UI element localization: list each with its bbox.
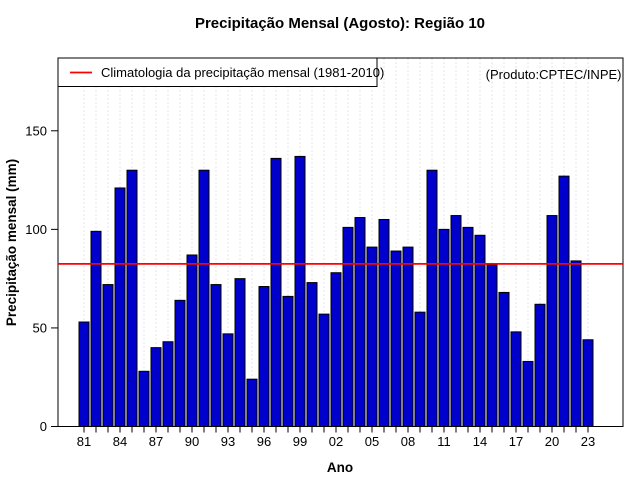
x-tick-label-2011: 11 — [437, 434, 451, 449]
bar-2010 — [426, 169, 438, 428]
bar-2019 — [534, 303, 546, 427]
bar-1998 — [282, 295, 294, 427]
x-tick-label-2020: 20 — [545, 434, 559, 449]
x-tick-label-2014: 14 — [473, 434, 487, 449]
y-tick-label-150: 150 — [25, 123, 47, 138]
bar-1996 — [258, 286, 270, 428]
x-tick-label-2017: 17 — [509, 434, 523, 449]
x-axis: 81 84 87 90 93 96 99 02 05 08 11 14 17 20 23 — [77, 426, 595, 449]
y-axis-title: Precipitação mensal (mm) — [4, 159, 19, 326]
y-tick-label-100: 100 — [25, 222, 47, 237]
x-tick-label-1990: 90 — [185, 434, 199, 449]
bar-1993 — [222, 333, 234, 428]
bar-1982 — [90, 230, 102, 427]
bar-2015 — [486, 264, 498, 428]
x-tick-label-1984: 84 — [113, 434, 127, 449]
bar-2002 — [330, 272, 342, 427]
bar-2000 — [306, 282, 318, 427]
x-tick-label-2023: 23 — [581, 434, 595, 449]
bar-1994 — [234, 278, 246, 427]
bar-1988 — [162, 341, 174, 427]
bar-2004 — [354, 217, 366, 427]
bar-1999 — [294, 155, 306, 427]
bar-1990 — [186, 254, 198, 427]
bar-1981 — [78, 321, 90, 428]
bar-1987 — [150, 347, 162, 428]
bar-2021 — [558, 175, 570, 427]
bar-2016 — [498, 291, 510, 427]
bar-2020 — [546, 215, 558, 427]
y-tick-label-0: 0 — [40, 419, 47, 434]
bar-2003 — [342, 226, 354, 427]
bar-2017 — [510, 331, 522, 427]
x-tick-label-2002: 02 — [329, 434, 343, 449]
bar-1983 — [102, 284, 114, 427]
legend: Climatologia da precipitação mensal (198… — [57, 57, 384, 87]
x-tick-label-1987: 87 — [149, 434, 163, 449]
bar-1985 — [126, 169, 138, 428]
x-tick-label-1996: 96 — [257, 434, 271, 449]
x-tick-label-1993: 93 — [221, 434, 235, 449]
bar-1997 — [270, 157, 282, 428]
legend-label: Climatologia da precipitação mensal (198… — [101, 65, 384, 80]
x-tick-label-1999: 99 — [293, 434, 307, 449]
x-tick-label-2008: 08 — [401, 434, 415, 449]
bar-2011 — [438, 228, 450, 427]
bar-2006 — [378, 219, 390, 427]
bar-2012 — [450, 215, 462, 427]
x-tick-label-1981: 81 — [77, 434, 91, 449]
bar-1989 — [174, 299, 186, 428]
x-tick-label-2005: 05 — [365, 434, 379, 449]
bar-2023 — [582, 339, 594, 427]
chart-title: Precipitação Mensal (Agosto): Região 10 — [195, 15, 485, 32]
bars-group — [78, 155, 594, 428]
bar-1984 — [114, 187, 126, 427]
bar-2009 — [414, 311, 426, 428]
bar-2001 — [318, 313, 330, 427]
bar-1992 — [210, 284, 222, 427]
bar-1991 — [198, 169, 210, 428]
bar-2007 — [390, 250, 402, 427]
product-annotation: (Produto:CPTEC/INPE) — [486, 67, 622, 82]
bar-2013 — [462, 226, 474, 427]
bar-2022 — [570, 260, 582, 427]
y-tick-label-50: 50 — [33, 320, 47, 335]
bar-2005 — [366, 246, 378, 427]
bar-2018 — [522, 360, 534, 427]
x-axis-title: Ano — [327, 460, 353, 475]
legend-box — [57, 57, 378, 87]
y-axis: 0 50 100 150 — [25, 123, 58, 434]
bar-1995 — [246, 378, 258, 427]
bar-1986 — [138, 370, 150, 428]
bar-2008 — [402, 246, 414, 427]
